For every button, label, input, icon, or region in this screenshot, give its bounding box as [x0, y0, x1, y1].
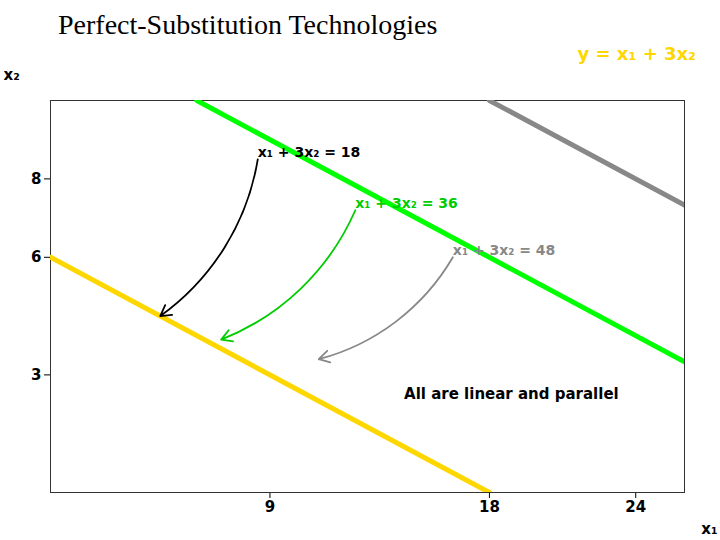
html-text:Perfect-Substitution Technolog: Perfect-Substitution Technologies: [58, 9, 438, 40]
svg-text:8: 8: [31, 170, 41, 188]
svg-text:3: 3: [31, 366, 41, 384]
svg-text:x₁ + 3x₂ = 48: x₁ + 3x₂ = 48: [453, 242, 556, 258]
html-text:y = x₁ + 3x₂: y = x₁ + 3x₂: [577, 43, 696, 64]
svg-text:All are linear and parallel: All are linear and parallel: [404, 385, 619, 403]
svg-text:9: 9: [265, 498, 275, 516]
svg-text:x₂: x₂: [4, 66, 20, 84]
svg-text:x₁ + 3x₂ = 18: x₁ + 3x₂ = 18: [258, 144, 361, 160]
svg-text:x₁ + 3x₂ = 36: x₁ + 3x₂ = 36: [355, 195, 458, 211]
svg-text:x₁: x₁: [701, 520, 717, 537]
svg-text:6: 6: [31, 248, 41, 266]
svg-text:24: 24: [625, 498, 646, 516]
svg-text:18: 18: [479, 498, 500, 516]
